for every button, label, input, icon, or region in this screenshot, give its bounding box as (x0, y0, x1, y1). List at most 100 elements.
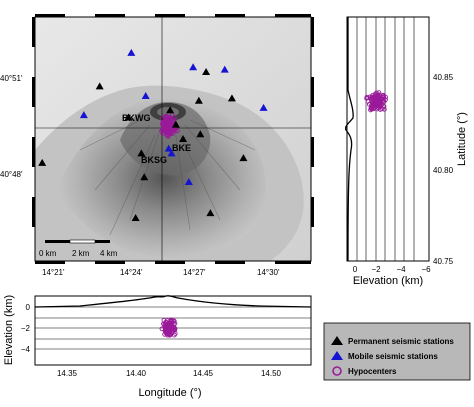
bottom-hypocenter-marker (169, 328, 175, 333)
map-permanent-station-marker (131, 213, 140, 221)
right-hypocenter-marker (373, 101, 378, 107)
map-hypocenter-marker (164, 114, 170, 120)
scale-bar: 0 km 2 km 4 km (39, 239, 118, 258)
map-x-tick-2: 14°24' (120, 268, 143, 277)
map-x-tick-1: 14°21' (42, 268, 65, 277)
right-panel-topography-profile (344, 17, 354, 262)
legend-box (323, 322, 471, 381)
map-permanent-station-marker (166, 106, 175, 114)
bottom-x-tick-0: 14.35 (57, 369, 78, 378)
longitude-elevation-panel: 14.35 14.40 14.45 14.50 Longitude (°) 0 … (3, 295, 312, 399)
map-mobile-station-marker (141, 91, 150, 99)
map-hypocenter-marker (162, 127, 168, 133)
map-mobile-station-marker (259, 103, 268, 111)
bottom-y-tick-0: 0 (26, 303, 31, 312)
right-panel-frame (346, 16, 430, 262)
map-marks (38, 48, 268, 221)
right-y-tick-0: 40.85 (433, 73, 454, 82)
legend-hypocenter-label: Hypocenters (348, 367, 397, 376)
bottom-x-tick-2: 14.45 (193, 369, 214, 378)
bottom-hypocenter-marker (167, 332, 173, 338)
bottom-hypocenter-marker (159, 326, 165, 332)
right-y-ticks: 40.85 40.80 40.75 (433, 73, 454, 266)
map-hypocenter-marker (168, 122, 174, 128)
map-mobile-station-marker (189, 63, 198, 71)
map-permanent-station-marker (194, 96, 203, 104)
station-labels: BKWG BKE BKSG (122, 113, 191, 165)
right-marks (364, 90, 388, 113)
bottom-y-axis-label: Elevation (km) (3, 295, 15, 365)
legend-permanent-triangle-icon (331, 336, 343, 345)
bottom-x-ticks: 14.35 14.40 14.45 14.50 (57, 369, 282, 378)
bottom-x-tick-1: 14.40 (126, 369, 147, 378)
right-x-tick-0: 0 (353, 265, 358, 274)
map-mobile-station-marker (167, 149, 176, 157)
map-mobile-station-marker (127, 48, 136, 56)
bottom-x-tick-3: 14.50 (261, 369, 282, 378)
map-permanent-station-marker (124, 113, 133, 121)
map-mobile-station-marker (184, 178, 193, 186)
map-y-tick-2: 40°48' (0, 170, 23, 179)
right-hypocenter-marker (377, 93, 383, 99)
map-permanent-station-marker (140, 173, 149, 181)
map-frame-ticks (32, 14, 314, 264)
terrain-upper-cone (120, 102, 211, 176)
bottom-hypocenter-marker (164, 328, 169, 333)
scale-bar-label-4: 4 km (100, 249, 118, 258)
map-hypocenter-marker (166, 115, 172, 120)
bottom-hypocenter-marker (172, 327, 178, 333)
right-hypocenter-marker (374, 106, 380, 112)
map-y-ticks: 40°51' 40°48' (0, 74, 23, 179)
legend: Permanent seismic stations Mobile seismi… (323, 322, 471, 381)
latitude-elevation-panel: 0 −2 −4 −6 Elevation (km) 40.85 40.80 40… (344, 16, 468, 287)
map-mobile-station-marker (220, 65, 229, 73)
map-x-ticks: 14°21' 14°24' 14°27' 14°30' (42, 268, 280, 277)
right-hypocenter-marker (364, 94, 370, 100)
map-mobile-station-marker (164, 144, 173, 152)
right-x-tick-1: −2 (371, 265, 381, 274)
terrain-volcano-flanks (55, 98, 266, 258)
right-y-tick-1: 40.80 (433, 166, 454, 175)
map-mobile-station-marker (79, 111, 88, 119)
station-label-bke: BKE (172, 143, 191, 153)
map-permanent-station-marker (38, 158, 47, 166)
map-permanent-station-marker (239, 154, 248, 162)
right-hypocenter-marker (369, 106, 375, 112)
right-panel-gridlines (356, 17, 415, 261)
bottom-y-ticks: 0 −2 −4 (21, 303, 31, 354)
bottom-hypocenter-marker (163, 327, 169, 333)
bottom-y-tick-1: −2 (21, 324, 31, 333)
bottom-panel-topography-profile (34, 295, 312, 308)
map-permanent-station-marker (95, 82, 104, 90)
legend-hypocenter-circle-icon (332, 366, 342, 376)
map-x-tick-4: 14°30' (257, 268, 280, 277)
map-hypocenter-marker (162, 124, 168, 130)
right-y-tick-2: 40.75 (433, 257, 454, 266)
right-hypocenter-marker (377, 99, 383, 105)
right-x-axis-label: Elevation (km) (353, 275, 423, 287)
right-hypocenter-marker (376, 90, 382, 95)
right-x-tick-3: −6 (421, 265, 431, 274)
map-permanent-station-marker (202, 68, 211, 76)
map-permanent-station-marker (137, 149, 146, 157)
right-x-tick-2: −4 (396, 265, 406, 274)
scale-bar-label-2: 2 km (72, 249, 90, 258)
map-permanent-station-marker (227, 94, 236, 102)
map-permanent-station-marker (206, 209, 215, 217)
map-x-tick-3: 14°27' (183, 268, 206, 277)
right-hypocenter-marker (369, 95, 375, 101)
station-label-bkwg: BKWG (122, 113, 151, 123)
right-x-ticks: 0 −2 −4 −6 (353, 265, 431, 274)
map-permanent-station-marker (196, 130, 205, 138)
right-y-axis-label: Latitude (°) (456, 112, 468, 166)
bottom-hypocenter-marker (168, 319, 174, 325)
legend-mobile-triangle-icon (331, 351, 343, 360)
terrain (35, 17, 311, 261)
scale-bar-label-0: 0 km (39, 249, 57, 258)
map-y-tick-1: 40°51' (0, 74, 23, 83)
bottom-marks (159, 317, 178, 338)
map-hypocenter-marker (165, 128, 170, 134)
legend-permanent-label: Permanent seismic stations (348, 337, 454, 346)
map-permanent-station-marker (179, 135, 188, 142)
